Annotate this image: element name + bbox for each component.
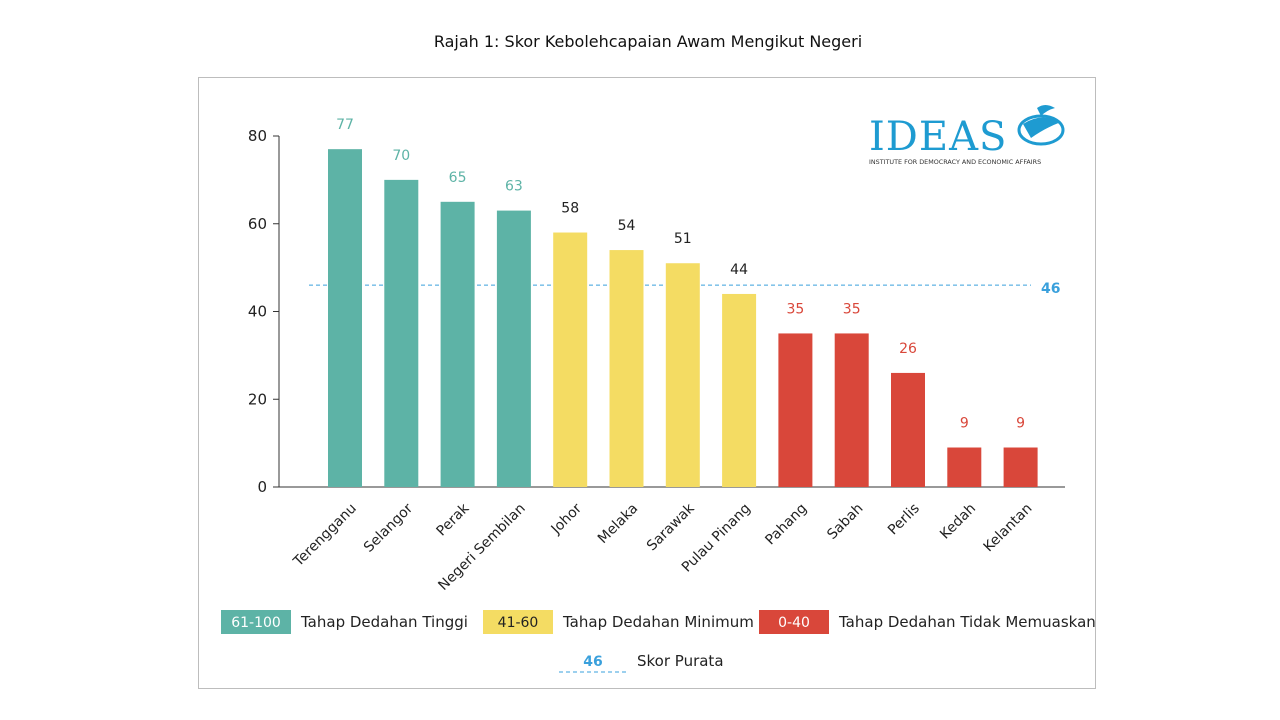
legend-item-average: 46 Skor Purata <box>559 652 724 673</box>
value-label: 9 <box>960 416 969 432</box>
bar-negeri-sembilan <box>496 210 531 487</box>
bar-kedah <box>947 447 982 487</box>
value-label: 35 <box>786 301 804 317</box>
category-label: Sarawak <box>644 500 698 554</box>
ideas-logo: IDEAS INSTITUTE FOR DEMOCRACY AND ECONOM… <box>869 105 1065 166</box>
category-label: Kelantan <box>981 501 1036 556</box>
value-label: 26 <box>899 341 917 357</box>
legend-item-high: 61-100 Tahap Dedahan Tinggi <box>221 610 468 634</box>
category-label: Terengganu <box>290 501 360 571</box>
legend-badge <box>483 610 553 634</box>
legend-badge <box>221 610 291 634</box>
legend-item-low: 0-40 Tahap Dedahan Tidak Memuaskan <box>759 610 1095 634</box>
legend-average-value: 46 <box>583 654 602 670</box>
value-label: 9 <box>1016 416 1025 432</box>
legend-label: Tahap Dedahan Tinggi <box>300 613 468 631</box>
category-label: Johor <box>548 500 586 538</box>
value-label: 70 <box>392 148 410 164</box>
category-label: Melaka <box>595 501 641 547</box>
bar-terengganu <box>328 149 362 487</box>
bar-sarawak <box>665 263 700 487</box>
bar-melaka <box>609 250 644 487</box>
legend-average-label: Skor Purata <box>637 652 724 670</box>
y-tick-label: 20 <box>248 390 267 408</box>
legend-item-medium: 41-60 Tahap Dedahan Minimum <box>483 610 754 634</box>
y-tick-label: 80 <box>248 127 267 145</box>
value-label: 35 <box>843 301 861 317</box>
y-tick-label: 60 <box>248 215 267 233</box>
value-label: 63 <box>505 179 523 195</box>
bar-johor <box>553 232 588 487</box>
bars <box>328 149 1038 487</box>
logo-wordmark: IDEAS <box>869 114 1007 160</box>
y-tick-label: 0 <box>257 478 267 496</box>
bar-chart: IDEAS INSTITUTE FOR DEMOCRACY AND ECONOM… <box>221 105 1095 673</box>
bar-perak <box>440 201 475 487</box>
value-labels: 77 70 65 63 58 54 51 44 35 35 26 9 9 <box>336 117 1025 431</box>
legend-badge-range: 61-100 <box>231 615 281 631</box>
value-label: 54 <box>618 218 636 234</box>
page-title: Rajah 1: Skor Kebolehcapaian Awam Mengik… <box>433 32 863 51</box>
category-label: Perlis <box>885 501 923 539</box>
category-label: Pahang <box>762 501 810 549</box>
y-tick-label: 40 <box>248 303 267 321</box>
value-label: 51 <box>674 231 692 247</box>
category-label: Sabah <box>824 501 866 543</box>
category-label: Selangor <box>361 500 416 555</box>
value-label: 65 <box>449 170 467 186</box>
value-label: 58 <box>561 201 579 217</box>
value-label: 44 <box>730 262 748 278</box>
category-label: Kedah <box>937 501 979 543</box>
legend-label: Tahap Dedahan Tidak Memuaskan <box>838 613 1095 631</box>
category-label: Perak <box>434 500 474 540</box>
logo-subtitle: INSTITUTE FOR DEMOCRACY AND ECONOMIC AFF… <box>869 158 1041 166</box>
bar-selangor <box>384 179 419 487</box>
legend: 61-100 Tahap Dedahan Tinggi 41-60 Tahap Ded… <box>221 610 1095 673</box>
average-line-label: 46 <box>1041 281 1060 297</box>
bar-sabah <box>834 333 869 487</box>
legend-badge <box>759 610 829 634</box>
bird-globe-icon <box>1017 105 1065 146</box>
bar-pahang <box>778 333 813 487</box>
bar-perlis <box>891 372 925 487</box>
bar-kelantan <box>1003 447 1038 487</box>
value-label: 77 <box>336 117 354 133</box>
axes: 0 20 40 60 80 <box>248 127 1065 496</box>
legend-badge-range: 41-60 <box>498 615 539 631</box>
bar-pulau-pinang <box>722 293 757 487</box>
chart-frame: IDEAS INSTITUTE FOR DEMOCRACY AND ECONOM… <box>198 77 1096 689</box>
legend-badge-range: 0-40 <box>778 615 810 631</box>
legend-label: Tahap Dedahan Minimum <box>562 613 754 631</box>
